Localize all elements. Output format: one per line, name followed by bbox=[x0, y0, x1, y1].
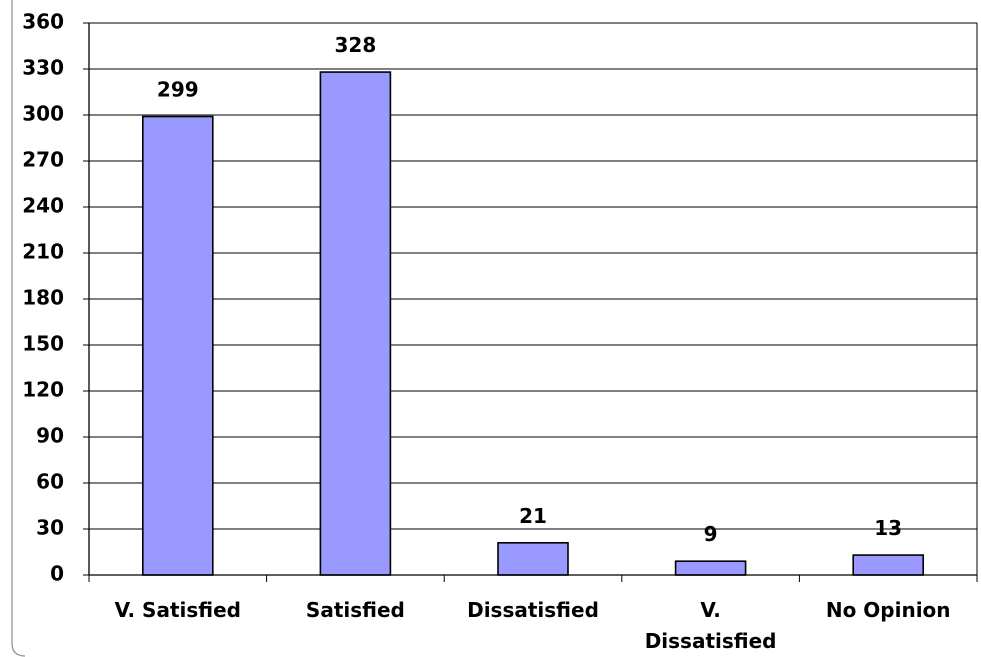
y-tick-label: 90 bbox=[36, 424, 64, 448]
axes bbox=[83, 22, 978, 582]
x-tick-label: V. Dissatisfied bbox=[645, 598, 777, 653]
y-tick-label: 300 bbox=[22, 102, 64, 126]
y-tick-label: 330 bbox=[22, 56, 64, 80]
bar bbox=[497, 541, 569, 576]
data-label: 328 bbox=[335, 33, 377, 57]
data-labels: 299 328 21 9 13 bbox=[157, 33, 902, 546]
x-tick-label-line: V. Satisfied bbox=[115, 598, 241, 622]
y-tick-label: 360 bbox=[22, 10, 64, 34]
bars bbox=[142, 71, 925, 576]
y-tick-label: 120 bbox=[22, 378, 64, 402]
x-tick-label-line: No Opinion bbox=[826, 598, 951, 622]
y-tick-label: 60 bbox=[36, 470, 64, 494]
y-tick-label: 30 bbox=[36, 516, 64, 540]
y-tick-label: 180 bbox=[22, 286, 64, 310]
y-tick-label: 210 bbox=[22, 240, 64, 264]
x-tick-label: Satisfied bbox=[306, 598, 405, 622]
x-tick-label-line: Dissatisfied bbox=[467, 598, 599, 622]
y-tick-label: 240 bbox=[22, 194, 64, 218]
bar bbox=[852, 554, 925, 576]
x-tick-labels: V. Satisfied Satisfied Dissatisfied V. Dissa… bbox=[115, 598, 951, 653]
y-tick-label: 0 bbox=[50, 562, 64, 586]
y-tick-label: 150 bbox=[22, 332, 64, 356]
x-tick-label-line: Dissatisfied bbox=[645, 629, 777, 653]
y-tick-labels: 0 30 60 90 120 150 180 210 240 270 300 330 360 bbox=[22, 10, 64, 586]
x-tick-label: Dissatisfied bbox=[467, 598, 599, 622]
data-label: 299 bbox=[157, 78, 199, 102]
gridlines bbox=[89, 22, 978, 575]
x-tick-label: V. Satisfied bbox=[115, 598, 241, 622]
bar bbox=[142, 115, 214, 576]
bar bbox=[674, 560, 747, 576]
x-tick-label-line: V. bbox=[700, 598, 721, 622]
data-label: 21 bbox=[519, 504, 547, 528]
bar bbox=[319, 71, 392, 576]
x-tick-label-line: Satisfied bbox=[306, 598, 405, 622]
data-label: 13 bbox=[874, 516, 902, 540]
y-tick-label: 270 bbox=[22, 148, 64, 172]
chart-frame bbox=[11, 0, 26, 657]
data-label: 9 bbox=[704, 522, 718, 546]
x-tick-label: No Opinion bbox=[826, 598, 951, 622]
